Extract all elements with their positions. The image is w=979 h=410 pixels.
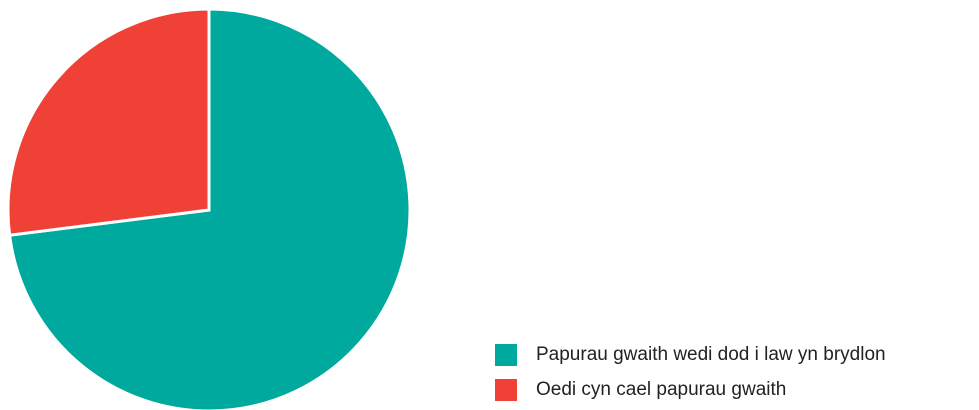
pie-slice (6, 7, 211, 237)
legend-label: Oedi cyn cael papurau gwaith (536, 379, 786, 400)
legend-swatch (495, 379, 517, 401)
legend-label: Papurau gwaith wedi dod i law yn brydlon (536, 344, 886, 365)
legend-swatch (495, 344, 517, 366)
